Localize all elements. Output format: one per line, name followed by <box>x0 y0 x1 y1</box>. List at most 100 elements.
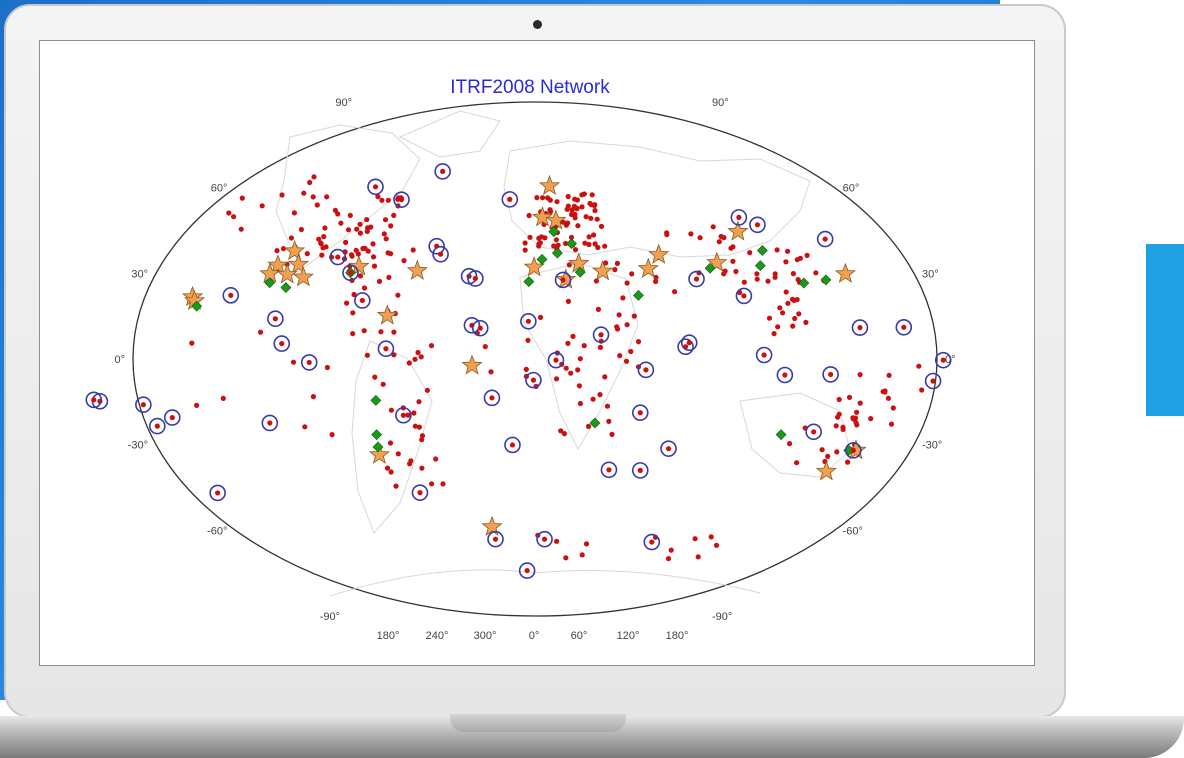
site-ring <box>329 248 347 266</box>
site-dot <box>437 251 444 257</box>
site-dot <box>401 258 407 264</box>
site-ring <box>483 389 501 407</box>
site-dot <box>350 310 356 316</box>
site-ring <box>525 371 542 389</box>
site-ring <box>688 270 705 288</box>
site-ring <box>467 270 484 287</box>
site-dot <box>853 420 859 426</box>
site-dot <box>649 539 655 545</box>
site-dot <box>840 426 846 432</box>
site-dot <box>692 536 698 542</box>
lon-label: 180° <box>666 630 689 642</box>
coastline-antarctica <box>329 569 761 597</box>
site-dot <box>716 239 722 245</box>
site-dot <box>280 246 287 252</box>
site-dot <box>790 323 796 329</box>
site-dot <box>536 235 542 241</box>
site-dot <box>412 423 418 429</box>
site-dot <box>357 273 364 279</box>
site-ring <box>501 191 519 208</box>
site-dot <box>857 324 863 331</box>
site-dot <box>509 442 516 448</box>
site-dot <box>581 343 587 349</box>
site-dot <box>565 298 572 304</box>
site-dot <box>834 449 840 455</box>
site-dot <box>228 292 234 298</box>
site-dot <box>324 364 330 371</box>
site-ring <box>643 533 661 551</box>
site-dot <box>741 279 747 285</box>
site-dot <box>665 556 672 562</box>
site-dot <box>350 331 356 337</box>
site-diamond <box>820 274 832 286</box>
site-dot <box>629 271 635 277</box>
lat-label-right: 0° <box>945 354 956 366</box>
site-dot <box>419 465 425 471</box>
site-ring <box>631 404 649 421</box>
lat-label-left: 0° <box>114 354 125 366</box>
site-dot <box>259 203 265 209</box>
site-dot <box>563 222 569 228</box>
site-dot <box>489 395 495 401</box>
site-ring <box>631 462 649 479</box>
map-outline <box>132 101 938 617</box>
site-dot <box>581 191 587 197</box>
coastline-4 <box>739 392 851 478</box>
site-star <box>555 268 577 289</box>
site-dot <box>591 232 597 238</box>
site-dot <box>375 194 381 200</box>
site-star <box>287 253 310 274</box>
site-dot <box>395 451 401 457</box>
site-dot <box>565 340 571 346</box>
site-diamond <box>523 276 535 288</box>
site-dot <box>566 262 572 268</box>
site-star <box>815 460 837 481</box>
site-dot <box>708 534 714 540</box>
site-dot <box>522 247 528 253</box>
site-dot <box>322 225 328 231</box>
site-ring <box>924 372 942 390</box>
site-dot <box>785 248 791 254</box>
site-dot <box>522 240 528 246</box>
site-dot <box>569 211 575 218</box>
lat-label-left: 30° <box>131 268 148 280</box>
site-dot <box>279 192 285 198</box>
site-diamond <box>704 262 716 274</box>
site-ring <box>895 319 913 336</box>
site-dot <box>220 395 226 401</box>
site-dot <box>766 315 773 321</box>
site-diamond <box>548 226 560 238</box>
site-dot <box>335 254 341 260</box>
site-dot <box>488 369 494 375</box>
site-dot <box>576 383 583 389</box>
site-dot <box>154 423 160 429</box>
site-ring <box>851 319 869 336</box>
site-dot <box>850 447 856 453</box>
site-dot <box>637 410 643 416</box>
site-dot <box>602 243 608 249</box>
site-dot <box>361 328 367 334</box>
site-dot <box>602 374 608 380</box>
lat-label-left: 60° <box>211 183 228 195</box>
site-dot <box>306 359 312 366</box>
site-ring <box>600 461 618 479</box>
site-dot <box>349 253 355 259</box>
site-star <box>706 251 728 272</box>
site-dot <box>664 230 670 236</box>
lon-label: 0° <box>529 630 540 642</box>
site-dot <box>790 271 797 277</box>
site-dot <box>572 196 578 202</box>
site-dot <box>387 440 394 446</box>
site-dot <box>272 316 278 322</box>
site-dot <box>623 358 630 364</box>
site-dot <box>231 214 237 220</box>
site-dot <box>364 352 370 358</box>
site-dot <box>324 194 330 200</box>
site-dot <box>665 446 672 452</box>
site-dot <box>351 291 357 298</box>
site-ring <box>209 484 226 502</box>
site-dot <box>370 241 376 247</box>
site-dot <box>857 372 863 378</box>
site-dot <box>381 231 387 237</box>
site-dot <box>379 197 385 203</box>
